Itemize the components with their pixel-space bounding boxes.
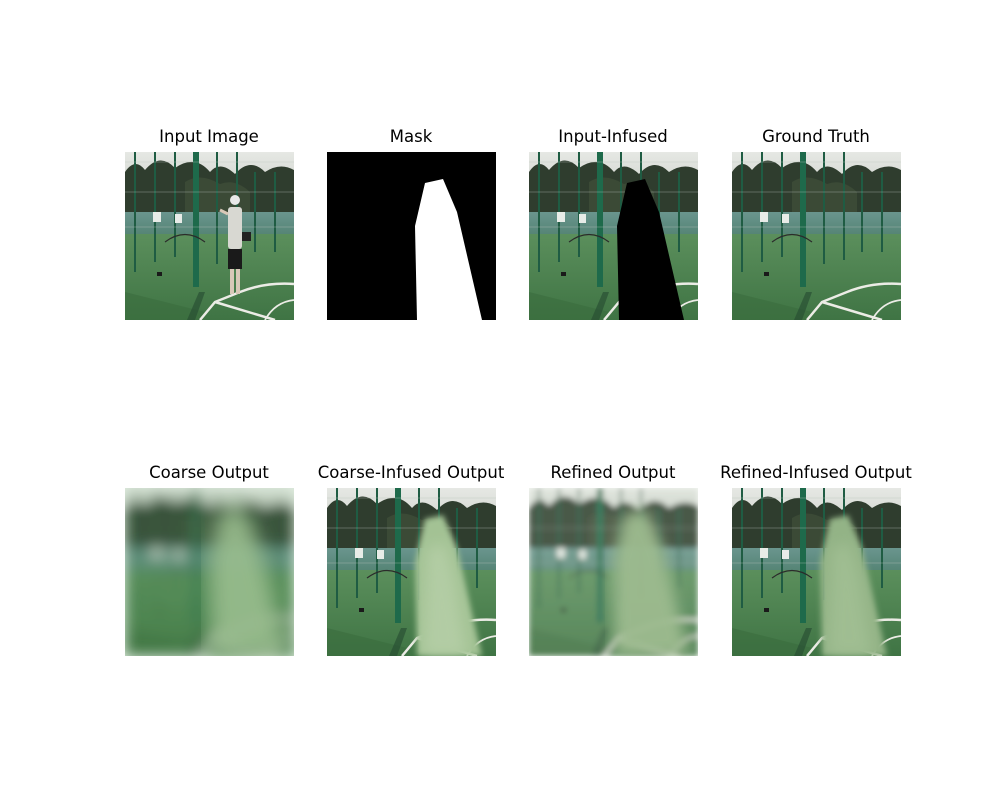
panel-title-mask: Mask [389,127,433,146]
refined-output-panel [529,488,698,656]
input-infused-panel [529,152,698,320]
coarse-output-panel [125,488,294,656]
panel-title-input-image: Input Image [159,127,259,146]
ground-truth-panel [732,152,901,320]
panel-title-coarse-output: Coarse Output [149,463,269,482]
mask-panel [327,152,496,320]
person-figure [219,195,251,294]
panel-title-refined-infused-output: Refined-Infused Output [720,463,912,482]
panel-title-refined-output: Refined Output [550,463,676,482]
coarse-infused-output-panel [327,488,496,656]
panel-title-coarse-infused-output: Coarse-Infused Output [317,463,505,482]
refined-infused-output-panel [732,488,901,656]
panel-title-ground-truth: Ground Truth [762,127,870,146]
input-image-panel [125,152,294,320]
panel-title-input-infused: Input-Infused [558,127,668,146]
